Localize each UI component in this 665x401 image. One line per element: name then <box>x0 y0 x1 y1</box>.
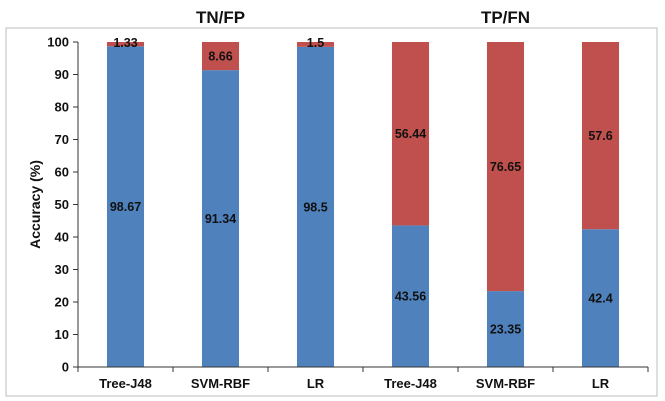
data-label: 56.44 <box>395 127 426 141</box>
y-tick-label: 40 <box>55 230 69 245</box>
x-tick-label: SVM-RBF <box>476 376 535 391</box>
data-label: 8.66 <box>208 50 232 64</box>
y-tick-label: 90 <box>55 67 69 82</box>
y-tick-label: 100 <box>47 35 69 50</box>
data-label: 98.5 <box>303 200 327 214</box>
bar-segment <box>391 42 430 226</box>
data-label: 1.33 <box>113 36 137 50</box>
x-tick-label: SVM-RBF <box>191 376 250 391</box>
chart-frame <box>5 27 658 397</box>
bar-segment <box>296 42 335 47</box>
bar-segment <box>581 42 620 230</box>
data-label: 23.35 <box>490 323 521 337</box>
group-title: TN/FP <box>196 8 245 27</box>
y-tick-label: 50 <box>55 197 69 212</box>
data-label: 98.67 <box>110 200 141 214</box>
bar-segment <box>296 46 335 367</box>
y-tick-label: 10 <box>55 327 69 342</box>
y-tick-label: 80 <box>55 100 69 115</box>
bar-segment <box>201 42 240 71</box>
y-tick-label: 20 <box>55 295 69 310</box>
x-tick-label: Tree-J48 <box>99 376 152 391</box>
y-tick-label: 70 <box>55 132 69 147</box>
data-label: 1.5 <box>307 36 324 50</box>
bar-segment <box>201 70 240 368</box>
data-label: 91.34 <box>205 212 236 226</box>
data-label: 42.4 <box>588 292 612 306</box>
bar-segment <box>581 229 620 367</box>
data-label: 76.65 <box>490 160 521 174</box>
data-label: 43.56 <box>395 290 426 304</box>
bar-segment <box>486 42 525 292</box>
x-tick-label: LR <box>307 376 325 391</box>
bar-segment <box>391 225 430 367</box>
y-tick-label: 0 <box>62 360 69 375</box>
y-tick-label: 30 <box>55 262 69 277</box>
group-title: TP/FN <box>481 8 530 27</box>
x-tick-label: LR <box>592 376 610 391</box>
bar-segment <box>106 46 145 367</box>
data-label: 57.6 <box>588 129 612 143</box>
bar-segment <box>486 291 525 367</box>
y-axis-title: Accuracy (%) <box>27 160 43 249</box>
y-tick-label: 60 <box>55 165 69 180</box>
bar-segment <box>106 42 145 47</box>
x-tick-label: Tree-J48 <box>384 376 437 391</box>
